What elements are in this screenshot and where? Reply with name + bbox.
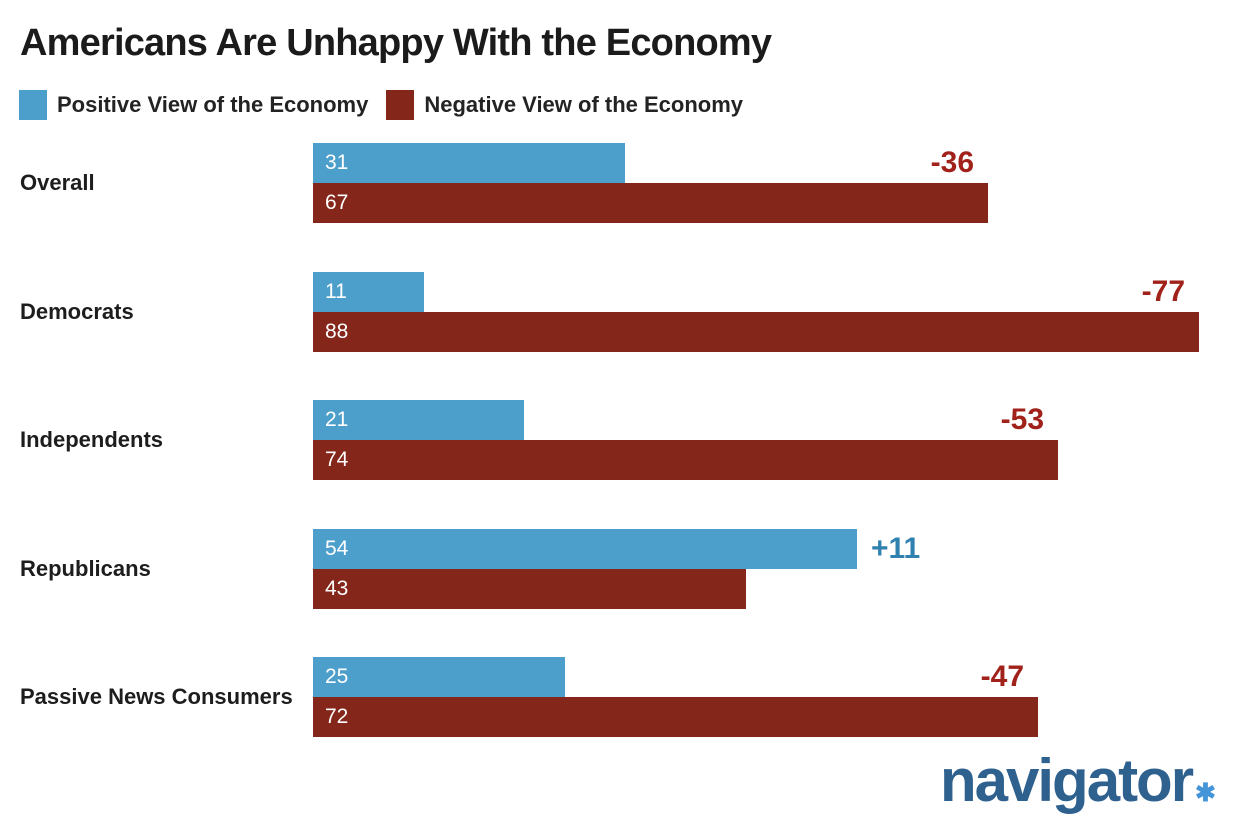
positive-legend-swatch-icon [19, 90, 47, 120]
logo-star-icon: ✱ [1195, 779, 1216, 807]
navigator-logo: navigator ✱ [940, 746, 1216, 815]
positive-value-democrats: 11 [325, 280, 347, 303]
logo-text: navigator [939, 747, 1194, 814]
legend-item-negative: Negative View of the Economy [386, 90, 743, 120]
legend: Positive View of the Economy Negative Vi… [19, 90, 743, 120]
bars-passive-news-consumers: 25 72 -47 [313, 657, 1238, 737]
positive-bar-democrats: 11 [313, 272, 424, 312]
chart-row-overall: Overall 31 67 -36 [0, 143, 1238, 223]
negative-bar-democrats: 88 [313, 312, 1199, 352]
negative-value-overall: 67 [325, 191, 349, 214]
negative-bar-independents: 74 [313, 440, 1058, 480]
net-label-republicans: +11 [871, 532, 921, 565]
positive-bar-republicans: 54 [313, 529, 857, 569]
net-label-independents: -53 [1000, 403, 1044, 436]
negative-value-independents: 74 [325, 448, 349, 471]
bars-independents: 21 74 -53 [313, 400, 1238, 480]
positive-value-overall: 31 [325, 151, 349, 174]
bars-republicans: 54 43 +11 [313, 529, 1238, 609]
chart-row-independents: Independents 21 74 -53 [0, 400, 1238, 480]
category-label-overall: Overall [20, 170, 95, 195]
net-label-democrats: -77 [1141, 275, 1185, 308]
chart-row-republicans: Republicans 54 43 +11 [0, 529, 1238, 609]
negative-bar-overall: 67 [313, 183, 988, 223]
category-label-passive-news-consumers: Passive News Consumers [20, 684, 293, 709]
positive-value-passive-news-consumers: 25 [325, 665, 349, 688]
positive-bar-passive-news-consumers: 25 [313, 657, 565, 697]
category-label-republicans: Republicans [20, 556, 151, 581]
category-label-democrats: Democrats [20, 299, 134, 324]
legend-item-positive: Positive View of the Economy [19, 90, 368, 120]
negative-legend-label: Negative View of the Economy [424, 92, 744, 117]
negative-bar-passive-news-consumers: 72 [313, 697, 1038, 737]
bars-democrats: 11 88 -77 [313, 272, 1238, 352]
negative-legend-swatch-icon [386, 90, 415, 120]
chart-row-passive-news-consumers: Passive News Consumers 25 72 -47 [0, 657, 1238, 737]
positive-bar-overall: 31 [313, 143, 625, 183]
net-label-overall: -36 [930, 146, 974, 179]
category-label-independents: Independents [20, 427, 164, 452]
positive-value-republicans: 54 [325, 537, 349, 560]
negative-value-republicans: 43 [325, 577, 349, 600]
positive-legend-label: Positive View of the Economy [57, 92, 369, 117]
bars-overall: 31 67 -36 [313, 143, 1238, 223]
negative-value-democrats: 88 [325, 320, 349, 343]
negative-bar-republicans: 43 [313, 569, 746, 609]
net-label-passive-news-consumers: -47 [980, 660, 1024, 693]
chart-title: Americans Are Unhappy With the Economy [20, 22, 772, 64]
positive-bar-independents: 21 [313, 400, 524, 440]
negative-value-passive-news-consumers: 72 [325, 705, 349, 728]
chart-row-democrats: Democrats 11 88 -77 [0, 272, 1238, 352]
positive-value-independents: 21 [325, 408, 349, 431]
